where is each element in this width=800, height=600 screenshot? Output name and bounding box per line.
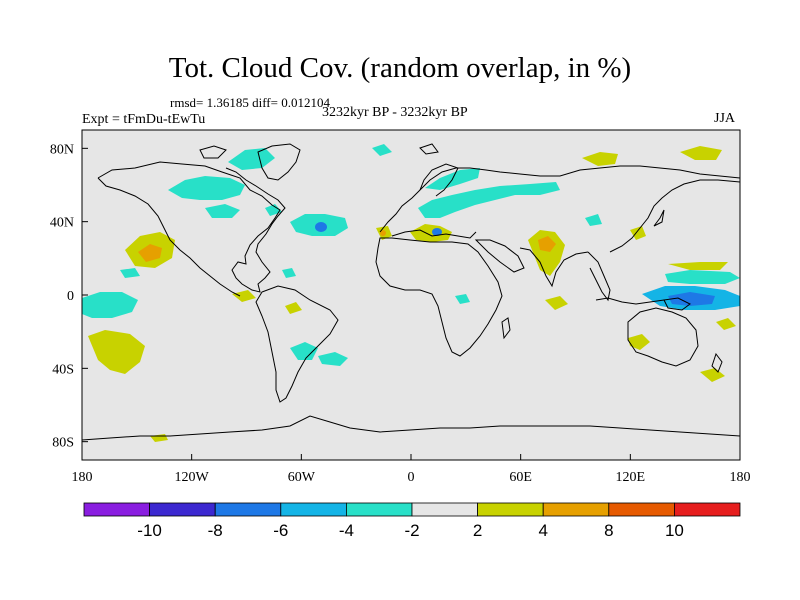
colorbar-label: -8 — [208, 521, 223, 540]
period-label: 3232kyr BP - 3232kyr BP — [322, 105, 468, 120]
anomaly-patch-satlantic — [290, 342, 318, 360]
lat-tick-label: 80S — [52, 436, 74, 451]
coast-east-asia — [609, 179, 740, 253]
colorbar-swatch — [674, 502, 741, 517]
colorbar-label: 10 — [665, 521, 684, 540]
map-content — [82, 143, 740, 442]
stats-label: rmsd= 1.36185 diff= 0.012104 — [170, 95, 330, 110]
anomaly-patch-east-asia — [630, 226, 646, 240]
colorbar-swatch — [280, 502, 347, 517]
longitude-ticks: 180 120W 60W 0 60E 120E 180 — [72, 454, 751, 485]
anomaly-patch-india — [528, 230, 565, 276]
colorbar-label: -6 — [273, 521, 288, 540]
colorbar: -10 -8 -6 -4 -2 2 4 8 10 — [83, 502, 741, 540]
lon-tick-label: 0 — [408, 470, 415, 485]
coast-antarctica — [82, 415, 740, 441]
coast-north-america — [97, 161, 286, 293]
anomaly-patch-eastern-pacific — [232, 290, 256, 302]
lat-tick-label: 80N — [50, 142, 74, 157]
lon-tick-label: 180 — [730, 470, 751, 485]
anomaly-patch-wpacific-north — [665, 270, 740, 284]
experiment-label: Expt = tFmDu-tEwTu — [82, 112, 206, 127]
lon-tick-label: 120W — [175, 470, 210, 485]
colorbar-swatch — [345, 502, 413, 517]
anomaly-patch-hudson — [205, 204, 240, 218]
colorbar-label: 8 — [604, 521, 613, 540]
anomaly-core-india — [538, 236, 556, 252]
anomaly-core-iberia — [380, 230, 386, 236]
lon-tick-label: 180 — [72, 470, 93, 485]
anomaly-patch-arctic — [372, 144, 392, 156]
anomaly-patch-eqpacific — [82, 292, 138, 318]
anomaly-patch-greenland — [228, 148, 275, 170]
anomaly-patch-spacific — [88, 330, 145, 374]
colorbar-swatch — [542, 502, 610, 517]
coastlines — [82, 143, 740, 441]
coast-new-zealand — [711, 352, 723, 373]
colorbar-label: 2 — [473, 521, 482, 540]
anomaly-patch-tropical-atlantic — [285, 302, 302, 314]
colorbar-swatch — [214, 502, 282, 517]
coast-greenland — [257, 143, 301, 181]
season-label: JJA — [714, 111, 736, 126]
colorbar-swatch — [83, 502, 150, 517]
lat-tick-label: 40S — [52, 362, 74, 377]
coast-southeast-asia — [587, 251, 611, 302]
anomaly-patch-eastsiberia — [680, 146, 722, 160]
anomaly-patch-canada — [168, 176, 245, 200]
coast-south-america — [255, 285, 339, 403]
anomaly-patch-australia — [628, 334, 650, 350]
coast-new-guinea — [663, 297, 691, 311]
anomaly-patch-tasman — [716, 318, 736, 330]
anomaly-core-mediterranean — [432, 228, 442, 236]
anomaly-patch-china — [585, 214, 602, 226]
anomaly-patch-satlantic-2 — [318, 352, 348, 366]
coast-arctic-islands — [199, 145, 227, 159]
coast-japan — [653, 209, 665, 227]
anomaly-patch-southern-ocean — [700, 368, 725, 382]
anomaly-patch-indian-ocean — [545, 296, 568, 310]
colorbar-swatch — [411, 502, 478, 517]
map-background — [82, 130, 740, 460]
colorbar-label: 4 — [538, 521, 547, 540]
anomaly-patch-africa — [455, 294, 470, 304]
lon-tick-label: 60W — [288, 470, 316, 485]
map-title: Tot. Cloud Cov. (random overlap, in %) — [168, 52, 632, 84]
anomaly-patch-wpacific-gold — [668, 262, 728, 270]
coast-arabia — [474, 239, 525, 273]
colorbar-label: -2 — [404, 521, 419, 540]
colorbar-label: -10 — [137, 521, 162, 540]
coast-indonesia — [595, 297, 665, 305]
coast-africa — [375, 237, 503, 357]
colorbar-swatch — [477, 502, 544, 517]
colorbar-swatch — [608, 502, 675, 517]
lon-tick-label: 60E — [509, 470, 532, 485]
coast-mediterranean — [391, 229, 477, 239]
coast-madagascar — [501, 317, 511, 340]
coast-west-north-america — [97, 177, 241, 297]
coast-europe — [379, 165, 740, 233]
lon-tick-label: 120E — [616, 470, 646, 485]
anomaly-patch-europe — [418, 182, 560, 218]
lat-tick-label: 0 — [67, 289, 74, 304]
colorbar-swatch — [149, 502, 216, 517]
anomaly-layer — [82, 144, 740, 442]
anomaly-patch-caribbean — [282, 268, 296, 278]
latitude-ticks: 80N 40N 0 40S 80S — [50, 142, 88, 451]
colorbar-label: -4 — [339, 521, 354, 540]
coast-india — [519, 247, 589, 288]
anomaly-core-wpacific — [668, 292, 715, 306]
anomaly-patch-mediterranean — [410, 224, 452, 242]
lat-tick-label: 40N — [50, 216, 74, 231]
anomaly-core-atlantic — [315, 222, 327, 232]
coast-australia — [627, 307, 699, 367]
coast-scandinavia — [419, 163, 459, 197]
anomaly-patch-siberia — [582, 152, 618, 166]
anomaly-core-npacific — [138, 244, 162, 262]
coast-svalbard — [419, 143, 439, 155]
anomaly-patch-pacific-north — [120, 268, 140, 278]
